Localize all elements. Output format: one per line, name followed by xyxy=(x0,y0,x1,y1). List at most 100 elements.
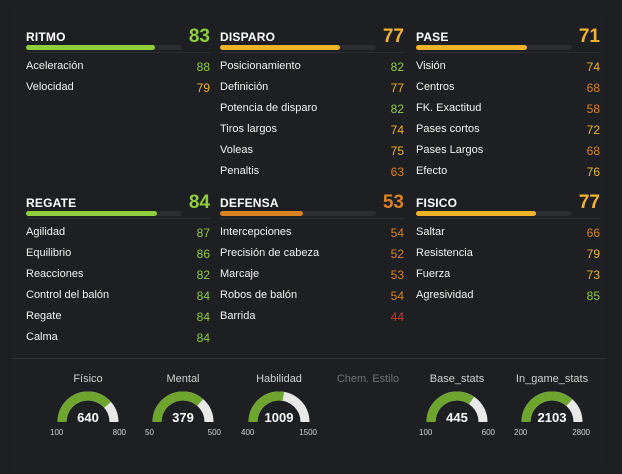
gauge-min: 200 xyxy=(514,428,528,437)
divider-line xyxy=(220,52,404,53)
stat-value: 76 xyxy=(586,165,600,179)
category-bar xyxy=(220,45,376,50)
stat-name: Agilidad xyxy=(26,226,66,238)
category-disparo: DISPARO 77 Posicionamiento 82 Definición 77… xyxy=(220,26,404,179)
stat-name: Tiros largos xyxy=(220,123,278,135)
stat-row: Robos de balón 54 xyxy=(220,288,404,309)
stat-value: 68 xyxy=(586,144,600,158)
stat-name: Pases cortos xyxy=(416,123,480,135)
divider-line xyxy=(416,218,600,219)
category-defensa: DEFENSA 53 Intercepciones 54 Precisión de … xyxy=(220,192,404,324)
divider-line xyxy=(416,52,600,53)
stat-value: 58 xyxy=(586,102,600,116)
gauge-fisico: Físico 640 100 800 xyxy=(48,372,128,444)
category-value: 53 xyxy=(382,192,404,213)
stat-name: Definición xyxy=(220,81,269,93)
stat-value: 82 xyxy=(196,268,210,282)
stat-value: 74 xyxy=(390,123,404,137)
stat-list: Posicionamiento 82 Definición 77 Potencia de… xyxy=(220,59,404,185)
gauge-label: Mental xyxy=(166,373,200,385)
category-bar-fill xyxy=(220,211,303,216)
stat-name: Agresividad xyxy=(416,289,474,301)
gauge-max: 800 xyxy=(112,428,126,437)
stat-row: Definición 77 xyxy=(220,80,404,101)
stat-value: 75 xyxy=(390,144,404,158)
gauge-value: 445 xyxy=(446,410,468,425)
stat-value: 88 xyxy=(196,60,210,74)
gauge-arc xyxy=(57,391,119,423)
gauge-ingame: In_game_stats 2103 200 2800 xyxy=(512,372,592,444)
category-value: 77 xyxy=(382,26,404,47)
category-bar-fill xyxy=(416,45,527,50)
stat-value: 73 xyxy=(586,268,600,282)
gauge-arc xyxy=(248,391,310,423)
stat-name: Resistencia xyxy=(416,247,473,259)
gauge-arc xyxy=(152,391,214,423)
category-value: 83 xyxy=(188,26,210,47)
stat-row: Voleas 75 xyxy=(220,143,404,164)
stat-value: 63 xyxy=(390,165,404,179)
stat-name: Barrida xyxy=(220,310,256,322)
stat-value: 86 xyxy=(196,247,210,261)
stat-value: 84 xyxy=(196,289,210,303)
category-value: 77 xyxy=(578,192,600,213)
gauge-value: 379 xyxy=(172,410,194,425)
stat-value: 68 xyxy=(586,81,600,95)
stat-name: Potencia de disparo xyxy=(220,102,318,114)
stat-row: Regate 84 xyxy=(26,309,210,330)
stat-list: Saltar 66 Resistencia 79 Fuerza 73 Agresividad… xyxy=(416,225,600,309)
stat-row: Saltar 66 xyxy=(416,225,600,246)
gauge-fill xyxy=(57,391,111,423)
gauge-arc xyxy=(521,391,583,423)
stat-name: Precisión de cabeza xyxy=(220,247,320,259)
stat-row: Tiros largos 74 xyxy=(220,122,404,143)
gauge-max: 500 xyxy=(207,428,221,437)
stat-row: Pases Largos 68 xyxy=(416,143,600,164)
category-bar xyxy=(26,211,182,216)
stat-value: 85 xyxy=(586,289,600,303)
stat-value: 44 xyxy=(390,310,404,324)
stat-name: Velocidad xyxy=(26,81,74,93)
gauge-label: Base_stats xyxy=(429,373,485,385)
stat-value: 53 xyxy=(390,268,404,282)
stat-value: 54 xyxy=(390,289,404,303)
category-title: PASE xyxy=(416,30,449,44)
gauge-min: 100 xyxy=(419,428,433,437)
stat-value: 82 xyxy=(390,60,404,74)
stat-row: Aceleración 88 xyxy=(26,59,210,80)
stat-value: 72 xyxy=(586,123,600,137)
stat-name: Pases Largos xyxy=(416,144,484,156)
category-bar-fill xyxy=(416,211,537,216)
gauge-habilidad: Habilidad 1009 400 1500 xyxy=(239,372,319,444)
stat-list: Intercepciones 54 Precisión de cabeza 52 Mar… xyxy=(220,225,404,330)
stat-row: Control del balón 84 xyxy=(26,288,210,309)
stat-value: 79 xyxy=(586,247,600,261)
category-bar-fill xyxy=(220,45,341,50)
category-fisico: FISICO 77 Saltar 66 Resistencia 79 Fuerza 73 A… xyxy=(416,192,600,303)
gauge-label: In_game_stats xyxy=(515,373,589,385)
stat-value: 52 xyxy=(390,247,404,261)
gauge-arc xyxy=(426,391,488,423)
divider-line xyxy=(26,218,210,219)
stat-row: Fuerza 73 xyxy=(416,267,600,288)
gauge-label: Chem. Estilo xyxy=(336,373,400,385)
stat-list: Visión 74 Centros 68 FK. Exactitud 58 Pases co… xyxy=(416,59,600,185)
stat-name: Visión xyxy=(416,60,446,72)
stat-row: Barrida 44 xyxy=(220,309,404,330)
category-regate: REGATE 84 Agilidad 87 Equilibrio 86 Reaccion… xyxy=(26,192,210,345)
stat-row: Marcaje 53 xyxy=(220,267,404,288)
divider-line xyxy=(220,218,404,219)
gauge-value: 640 xyxy=(77,410,99,425)
gauge-value: 2103 xyxy=(537,410,567,425)
gauge-min: 50 xyxy=(145,428,154,437)
stat-row: Potencia de disparo 82 xyxy=(220,101,404,122)
category-value: 71 xyxy=(578,26,600,47)
gauge-max: 1500 xyxy=(299,428,317,437)
stat-row: Visión 74 xyxy=(416,59,600,80)
stat-name: Equilibrio xyxy=(26,247,72,259)
category-ritmo: RITMO 83 Aceleración 88 Velocidad 79 xyxy=(26,26,210,95)
stat-row: Resistencia 79 xyxy=(416,246,600,267)
stat-row: Pases cortos 72 xyxy=(416,122,600,143)
stat-row: Reacciones 82 xyxy=(26,267,210,288)
section-divider xyxy=(12,358,606,359)
